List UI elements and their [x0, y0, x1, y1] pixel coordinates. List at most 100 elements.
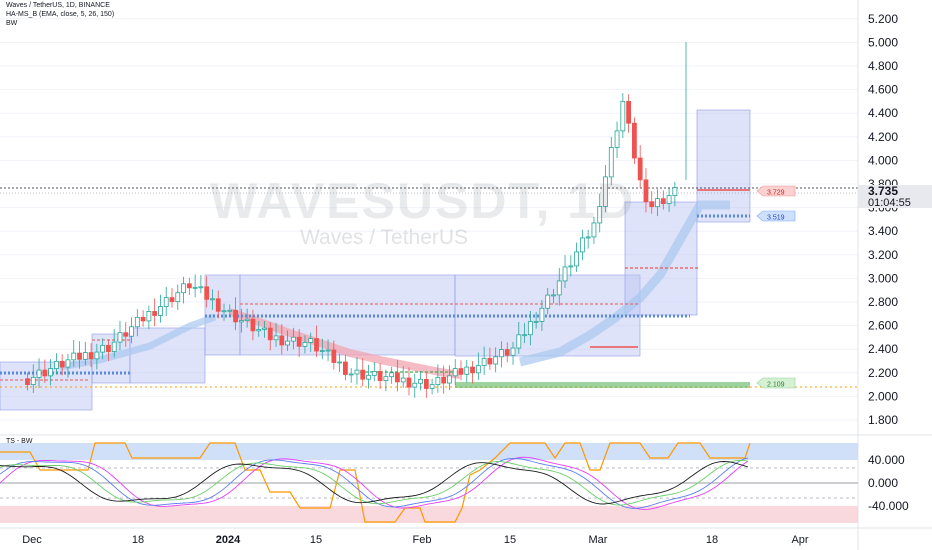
candle-bullish	[117, 332, 123, 343]
candle-bullish	[319, 350, 325, 352]
time-tick-label: Mar	[589, 534, 608, 546]
candle-bearish	[267, 327, 273, 341]
candle-bullish	[412, 382, 418, 388]
candle-bearish	[204, 286, 210, 300]
level-blue-tag	[756, 210, 796, 222]
time-tick-label: Apr	[791, 534, 808, 546]
price-tick-label: 2.000	[868, 389, 898, 403]
candle-bullish	[366, 374, 371, 380]
green-level-band	[455, 382, 750, 388]
last-price-label: 3.735	[868, 184, 898, 198]
candle-bullish	[481, 357, 487, 366]
candle-bullish	[348, 373, 354, 376]
time-tick-label: 18	[706, 534, 718, 546]
candle-bearish	[88, 352, 94, 360]
candle-bullish	[54, 360, 59, 369]
price-tick-label: 4.200	[868, 130, 898, 144]
candle-bullish	[447, 375, 452, 384]
candle-bearish	[406, 377, 412, 388]
price-tick-label: 5.000	[868, 35, 898, 49]
osc-tick-label: 0.000	[868, 476, 898, 490]
ema-ribbon-bullish-1	[59, 313, 217, 371]
candle-bearish	[660, 198, 666, 204]
candle-bullish	[285, 340, 291, 346]
candle-bearish	[186, 283, 192, 289]
time-tick-label: Dec	[22, 534, 42, 546]
candle-bullish	[273, 335, 279, 341]
candle-bearish	[314, 338, 319, 352]
candle-bullish	[655, 198, 660, 208]
ema-ribbon-bullish-2	[518, 200, 730, 367]
candle-bearish	[296, 336, 302, 347]
candle-bullish	[82, 352, 88, 360]
candle-bullish	[337, 361, 343, 364]
countdown-label: 01:04:55	[868, 197, 911, 209]
time-tick-label: 2024	[216, 534, 241, 546]
price-tick-label: 4.800	[868, 59, 898, 73]
legend-indicator-bw: BW	[6, 20, 18, 27]
price-tick-label: 5.200	[868, 12, 898, 26]
candle-bearish	[458, 368, 464, 375]
candle-bullish	[192, 286, 198, 289]
candle-bullish	[48, 368, 54, 377]
price-tick-label: 4.400	[868, 106, 898, 120]
price-tick-label: 2.200	[868, 366, 898, 380]
candle-bullish	[579, 237, 585, 253]
candle-bullish	[100, 344, 106, 353]
candle-bullish	[539, 307, 545, 322]
candle-bullish	[325, 349, 331, 352]
candle-bullish	[354, 369, 360, 375]
candle-bullish	[614, 130, 620, 148]
candle-bearish	[360, 369, 366, 380]
candle-bullish	[371, 371, 377, 376]
candle-bearish	[215, 298, 221, 312]
price-tick-label: 3.200	[868, 248, 898, 262]
price-tick-label: 4.000	[868, 153, 898, 167]
price-tick-label: 3.400	[868, 224, 898, 238]
candle-bullish	[30, 376, 36, 386]
candle-bullish	[533, 320, 539, 323]
candle-bearish	[169, 297, 175, 303]
candle-bullish	[551, 294, 556, 297]
candle-bullish	[608, 147, 614, 178]
candle-bearish	[250, 318, 256, 332]
candle-bullish	[620, 101, 626, 132]
candle-bullish	[163, 297, 169, 307]
candle-bullish	[562, 266, 568, 282]
level-green-label: 2.109	[767, 382, 785, 389]
candle-bearish	[626, 101, 632, 124]
candle-bearish	[342, 361, 348, 375]
time-tick-label: 18	[132, 534, 144, 546]
time-tick-label: Feb	[413, 534, 432, 546]
candle-bullish	[603, 176, 608, 207]
candle-bearish	[504, 349, 510, 356]
candle-bullish	[556, 280, 562, 296]
candle-bullish	[227, 309, 233, 312]
osc-tick-label: 40.000	[868, 453, 905, 467]
candle-bullish	[666, 195, 672, 204]
candle-bullish	[158, 306, 163, 316]
legend-symbol: Waves / TetherUS, 1D, BINANCE	[6, 2, 110, 9]
oscillator-step-line	[0, 442, 751, 523]
level-blue-label: 3.519	[767, 215, 785, 222]
candle-bullish	[238, 320, 244, 323]
candle-bearish	[470, 366, 475, 374]
candle-bullish	[94, 351, 100, 360]
candle-bearish	[441, 376, 447, 384]
last-price-box	[858, 185, 932, 208]
candle-bearish	[423, 378, 429, 389]
candle-bullish	[129, 326, 134, 337]
time-tick-label: 15	[504, 534, 516, 546]
price-tick-label: 2.400	[868, 342, 898, 356]
candle-bullish	[111, 341, 117, 352]
candle-bullish	[290, 336, 296, 342]
oversold-zone	[0, 506, 858, 523]
candle-bearish	[77, 352, 82, 360]
candle-bullish	[389, 372, 395, 378]
price-tick-label: 2.600	[868, 319, 898, 333]
candle-bearish	[649, 201, 655, 208]
candle-bearish	[152, 311, 158, 316]
candle-bullish	[568, 265, 574, 268]
candle-bullish	[146, 311, 152, 322]
